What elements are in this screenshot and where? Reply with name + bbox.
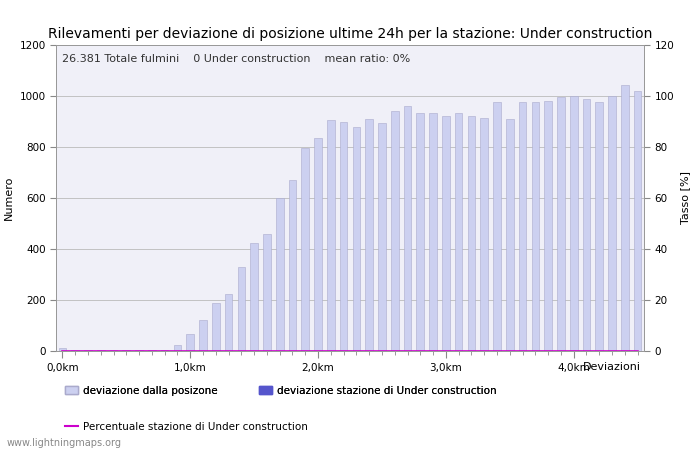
Bar: [416, 112, 424, 351]
Bar: [494, 103, 500, 351]
Bar: [557, 97, 565, 351]
Title: Rilevamenti per deviazione di posizione ultime 24h per la stazione: Under constr: Rilevamenti per deviazione di posizione …: [48, 27, 652, 41]
Bar: [531, 103, 539, 351]
Bar: [506, 119, 514, 351]
Bar: [174, 345, 181, 351]
Legend: deviazione dalla posizone, deviazione stazione di Under construction: deviazione dalla posizone, deviazione st…: [61, 382, 501, 400]
Bar: [442, 117, 449, 351]
Bar: [276, 198, 284, 351]
Bar: [570, 96, 578, 351]
Bar: [621, 85, 629, 351]
Bar: [634, 91, 641, 351]
Bar: [212, 302, 220, 351]
Bar: [365, 119, 373, 351]
Bar: [288, 180, 296, 351]
Bar: [582, 99, 590, 351]
Bar: [545, 101, 552, 351]
Bar: [302, 148, 309, 351]
Text: www.lightningmaps.org: www.lightningmaps.org: [7, 438, 122, 448]
Bar: [340, 122, 347, 351]
Text: Deviazioni: Deviazioni: [582, 362, 640, 372]
Bar: [314, 138, 322, 351]
Bar: [59, 348, 66, 351]
Bar: [455, 112, 463, 351]
Bar: [596, 103, 603, 351]
Bar: [391, 111, 398, 351]
Bar: [404, 106, 412, 351]
Bar: [186, 334, 194, 351]
Bar: [251, 243, 258, 351]
Bar: [480, 117, 488, 351]
Bar: [519, 103, 526, 351]
Y-axis label: Tasso [%]: Tasso [%]: [680, 171, 689, 225]
Bar: [327, 120, 335, 351]
Text: 26.381 Totale fulmini    0 Under construction    mean ratio: 0%: 26.381 Totale fulmini 0 Under constructi…: [62, 54, 410, 64]
Bar: [608, 96, 616, 351]
Y-axis label: Numero: Numero: [4, 176, 14, 220]
Bar: [225, 294, 232, 351]
Bar: [237, 267, 245, 351]
Bar: [468, 117, 475, 351]
Legend: Percentuale stazione di Under construction: Percentuale stazione di Under constructi…: [61, 418, 312, 436]
Bar: [353, 126, 360, 351]
Bar: [263, 234, 271, 351]
Bar: [429, 112, 437, 351]
Bar: [199, 320, 206, 351]
Bar: [378, 123, 386, 351]
